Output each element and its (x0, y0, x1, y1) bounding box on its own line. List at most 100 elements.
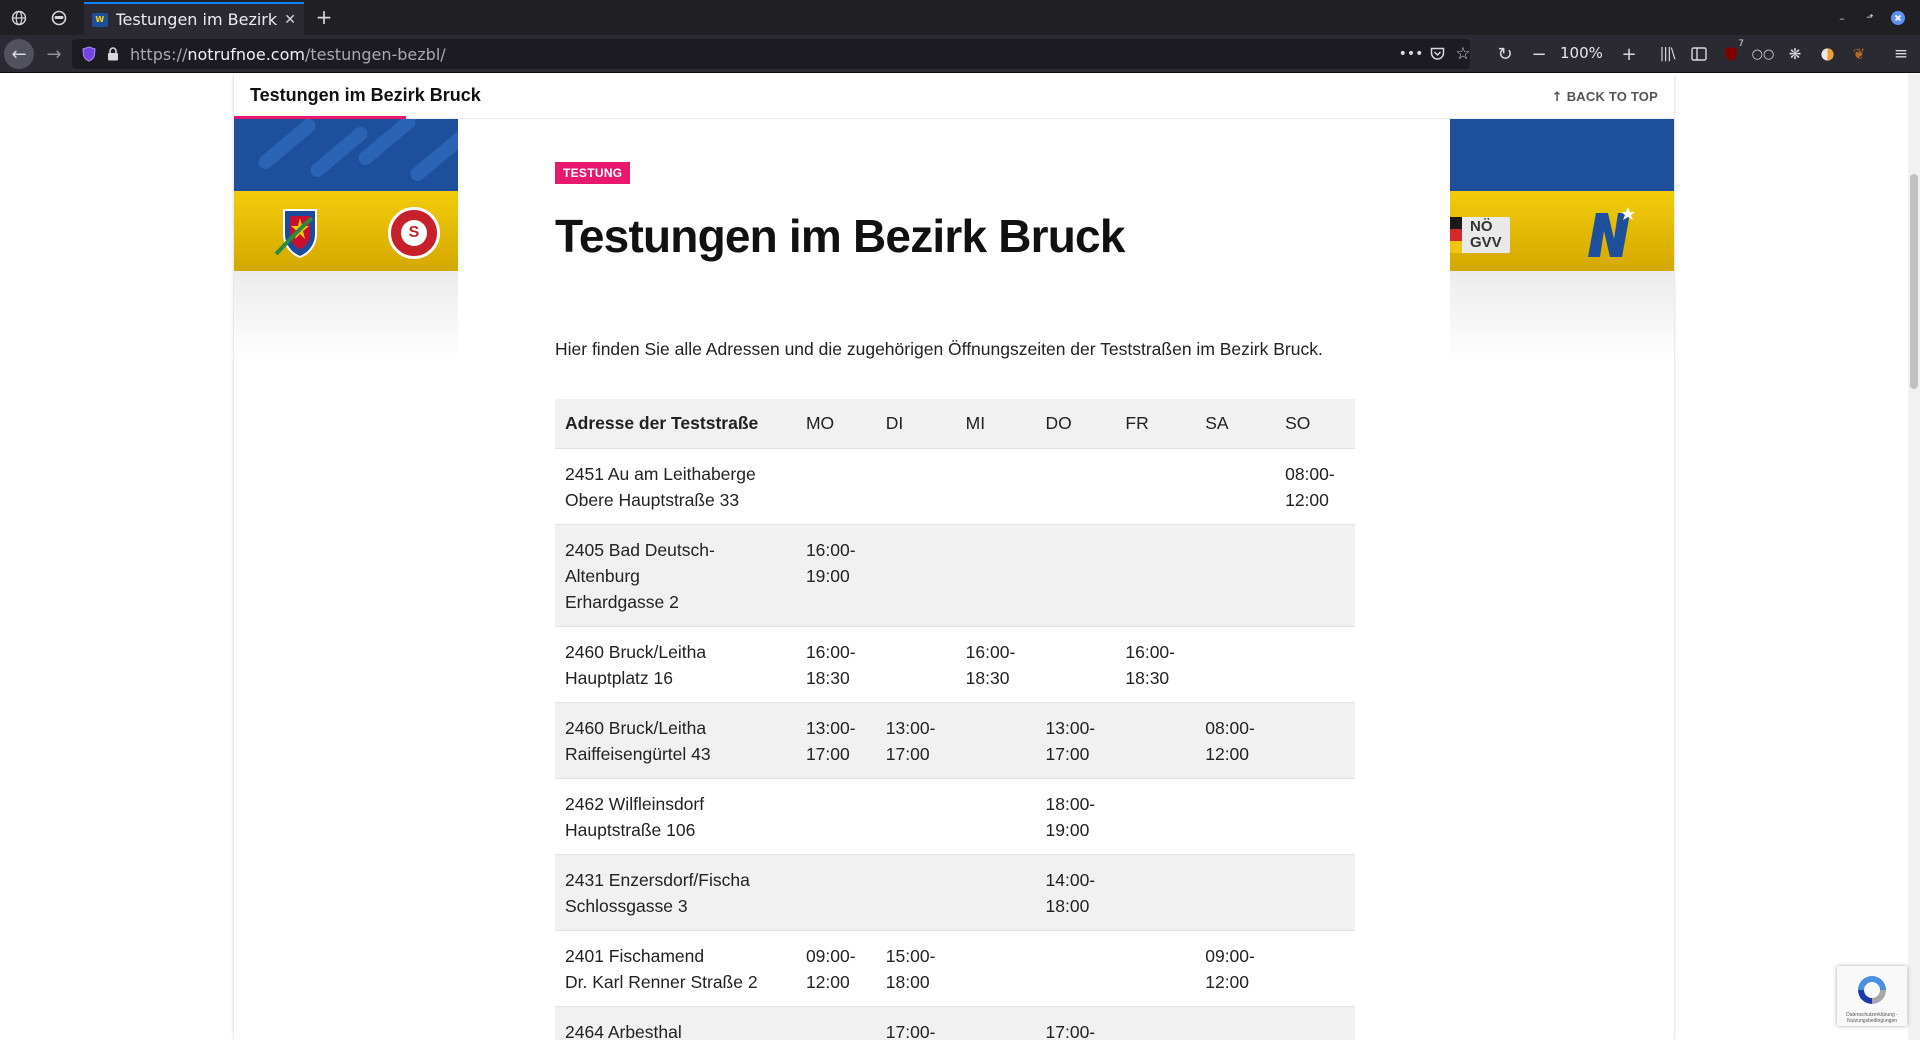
opening-time-cell: 08:00- 12:00 (1275, 448, 1355, 525)
scrollbar-thumb[interactable] (1910, 174, 1918, 389)
opening-time-cell (1195, 854, 1276, 931)
address-line: Schlossgasse 3 (565, 895, 688, 916)
opening-time-cell (1115, 1006, 1196, 1040)
noe-coat-of-arms-logo[interactable] (272, 204, 328, 260)
opening-time-cell (1035, 930, 1116, 1007)
opening-time-cell (1195, 448, 1276, 525)
address-line: Dr. Karl Renner Straße 2 (565, 971, 758, 992)
opening-time-cell (875, 854, 956, 931)
extension-leaf-icon[interactable]: ❦ (1852, 45, 1866, 63)
address-line: Erhardgasse 2 (565, 591, 679, 612)
page-scrollbar[interactable] (1908, 74, 1920, 1040)
forward-arrow-icon[interactable]: → (46, 43, 62, 65)
browser-tab-bar: W Testungen im Bezirk Bruck ✕ + – ⬏ (0, 0, 1920, 35)
minimize-window-icon[interactable]: – (1839, 11, 1845, 25)
gvv-logo-text: NÖ (1470, 218, 1493, 235)
column-header-address: Adresse der Teststraße (555, 399, 796, 449)
url-path: /testungen-bezbl/ (304, 45, 446, 64)
table-row: 2460 Bruck/Leitha Raiffeisengürtel 43 13:0… (555, 702, 1355, 779)
globe-icon[interactable] (8, 7, 30, 29)
sticky-header: Testungen im Bezirk Bruck ↑ BACK TO TOP (234, 74, 1674, 119)
lock-icon[interactable] (104, 45, 122, 63)
close-tab-icon[interactable]: ✕ (284, 11, 296, 28)
extension-shield-icon[interactable] (1816, 43, 1838, 65)
opening-time-cell (1035, 448, 1116, 525)
article-content: TESTUNG Testungen im Bezirk Bruck Hier f… (458, 119, 1450, 1040)
close-window-icon[interactable] (1888, 8, 1908, 28)
opening-time-cell (1275, 524, 1355, 627)
zoom-out-icon[interactable]: − (1531, 43, 1547, 65)
opening-time-cell: 16:00- 18:30 (1115, 626, 1196, 703)
table-body: 2451 Au am Leithaberge Obere Hauptstraße … (555, 448, 1355, 1040)
back-to-top-link[interactable]: ↑ BACK TO TOP (1552, 89, 1658, 105)
address-line: Raiffeisengürtel 43 (565, 743, 711, 764)
opening-time-cell (1195, 778, 1276, 855)
opening-time-cell (1195, 524, 1276, 627)
article-title: Testungen im Bezirk Bruck (555, 210, 1125, 262)
url-text[interactable]: https://notrufnoe.com/testungen-bezbl/ (130, 45, 446, 64)
address-cell: 2451 Au am Leithaberge Obere Hauptstraße … (555, 448, 796, 525)
recaptcha-links[interactable]: Datenschutzerklärung - Nutzungsbedingung… (1846, 1012, 1898, 1024)
opening-time-cell (1115, 854, 1196, 931)
table-row: 2464 Arbesthal 17:00- 17:00- (555, 1006, 1355, 1040)
gvv-logo-text: GVV (1470, 234, 1502, 251)
opening-time-cell (1275, 930, 1355, 1007)
extension-grid-icon[interactable]: ❋ (1788, 45, 1802, 63)
address-cell: 2460 Bruck/Leitha Raiffeisengürtel 43 (555, 702, 796, 779)
bookmark-star-icon[interactable]: ☆ (1455, 44, 1471, 64)
page-actions-icon[interactable]: ••• (1398, 46, 1424, 62)
opening-time-cell (955, 854, 1036, 931)
column-header-mo: MO (795, 399, 876, 449)
noe-gvv-logo[interactable]: NÖ GVV (1448, 217, 1510, 253)
opening-time-cell: 17:00- (875, 1006, 956, 1040)
address-line: Hauptplatz 16 (565, 667, 673, 688)
back-arrow-icon[interactable]: ← (4, 39, 34, 69)
hamburger-menu-icon[interactable]: ≡ (1893, 44, 1909, 64)
address-cell: 2431 Enzersdorf/Fischa Schlossgasse 3 (555, 854, 796, 931)
banner-pattern (355, 112, 419, 168)
recaptcha-icon (1858, 976, 1886, 1004)
sidebar-icon[interactable] (1688, 43, 1710, 65)
banner-pattern (255, 116, 319, 172)
opening-time-cell: 13:00- 17:00 (1035, 702, 1116, 779)
recaptcha-badge[interactable]: Datenschutzerklärung - Nutzungsbedingung… (1837, 966, 1907, 1026)
new-tab-icon[interactable]: + (315, 5, 333, 29)
sticky-page-title: Testungen im Bezirk Bruck (250, 85, 481, 105)
opening-time-cell (955, 702, 1036, 779)
browser-tab-active[interactable]: W Testungen im Bezirk Bruck ✕ (84, 2, 304, 35)
red-cross-logo[interactable]: S (388, 207, 440, 259)
opening-time-cell (1275, 1006, 1355, 1040)
address-line: 2462 Wilfleinsdorf (565, 793, 705, 814)
table-row: 2431 Enzersdorf/Fischa Schlossgasse 3 14:0… (555, 854, 1355, 931)
opening-time-cell (1035, 626, 1116, 703)
pocket-icon[interactable] (1426, 44, 1448, 64)
opening-time-cell (1275, 626, 1355, 703)
opening-time-cell (955, 778, 1036, 855)
mask-icon[interactable] (48, 7, 70, 29)
opening-time-cell: 08:00- 12:00 (1195, 702, 1276, 779)
tracking-shield-icon[interactable] (80, 45, 98, 63)
ublock-icon[interactable]: 7 (1720, 39, 1744, 65)
address-cell: 2401 Fischamend Dr. Karl Renner Straße 2 (555, 930, 796, 1007)
url-host: notrufnoe.com (187, 45, 305, 64)
reload-icon[interactable]: ↻ (1497, 43, 1513, 65)
opening-time-cell (1275, 778, 1355, 855)
category-badge[interactable]: TESTUNG (555, 162, 631, 184)
library-icon[interactable]: |||\ (1659, 46, 1676, 62)
opening-time-cell: 15:00- 18:00 (875, 930, 956, 1007)
opening-time-cell (1115, 448, 1196, 525)
page-viewport: S NÖ GVV TESTUNG Testungen im Bezirk Bru… (0, 74, 1920, 1040)
zoom-in-icon[interactable]: + (1621, 43, 1637, 65)
zoom-level[interactable]: 100% (1560, 44, 1603, 62)
glasses-icon[interactable]: ○○ (1751, 46, 1775, 62)
column-header-mi: MI (955, 399, 1036, 449)
address-line: 2460 Bruck/Leitha (565, 641, 707, 662)
opening-time-cell: 16:00- 18:30 (795, 626, 876, 703)
restore-window-icon[interactable]: ⬏ (1866, 13, 1874, 23)
flag-icon (1448, 217, 1462, 253)
noe-n-logo[interactable] (1580, 207, 1638, 261)
opening-time-cell (955, 1006, 1036, 1040)
opening-time-cell (875, 626, 956, 703)
url-bar[interactable]: https://notrufnoe.com/testungen-bezbl/ •… (72, 39, 1471, 69)
arrow-up-icon: ↑ (1551, 90, 1563, 105)
